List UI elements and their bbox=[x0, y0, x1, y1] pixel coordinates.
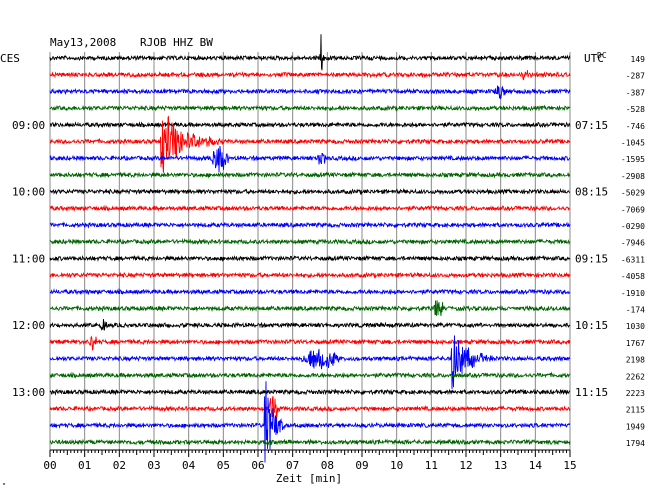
hour-label-right: 07:15 bbox=[575, 119, 608, 132]
dc-offset-value: -4058 bbox=[621, 272, 645, 281]
axis-labels: 00 01 02 03 04 05 06 07 08 09 10 11 12 13 14 15 09:00 10:… bbox=[12, 55, 645, 472]
dc-offset-value: 1767 bbox=[626, 339, 645, 348]
trace-row-8 bbox=[49, 187, 571, 196]
left-timezone-label: CES bbox=[0, 52, 20, 65]
x-tick-label: 09 bbox=[355, 459, 368, 472]
hour-label-left: 13:00 bbox=[12, 386, 45, 399]
dc-offset-value: -287 bbox=[626, 72, 645, 81]
trace-row-15 bbox=[49, 300, 571, 317]
corner-mark: " bbox=[2, 482, 6, 490]
plot-title-station: RJOB HHZ BW bbox=[140, 36, 213, 49]
hour-label-left: 09:00 bbox=[12, 119, 45, 132]
dc-offset-value: -6311 bbox=[621, 255, 645, 264]
trace-row-2 bbox=[49, 85, 571, 100]
x-tick-label: 03 bbox=[147, 459, 160, 472]
trace-row-13 bbox=[49, 271, 571, 279]
hour-label-left: 10:00 bbox=[12, 186, 45, 199]
dc-offset-value: 2223 bbox=[626, 389, 645, 398]
trace-row-17 bbox=[49, 335, 571, 351]
dc-offset-value: 1030 bbox=[626, 322, 645, 331]
x-tick-label: 14 bbox=[529, 459, 543, 472]
x-tick-label: 06 bbox=[251, 459, 264, 472]
plot-title-date: May13,2008 bbox=[50, 36, 116, 49]
x-tick-label: 04 bbox=[182, 459, 196, 472]
trace-row-14 bbox=[49, 288, 571, 296]
dc-offset-value: 1949 bbox=[626, 422, 645, 431]
x-tick-label: 15 bbox=[563, 459, 576, 472]
dc-offset-value: -7069 bbox=[621, 205, 645, 214]
x-tick-label: 13 bbox=[494, 459, 507, 472]
trace-row-5 bbox=[49, 115, 571, 173]
trace-row-16 bbox=[49, 318, 571, 331]
hour-label-left: 11:00 bbox=[12, 252, 45, 265]
dc-offset-value: 1794 bbox=[626, 439, 645, 448]
dc-offset-value: 2262 bbox=[626, 372, 645, 381]
trace-row-6 bbox=[49, 145, 571, 173]
dc-offset-value: -528 bbox=[626, 105, 645, 114]
hour-label-right: 10:15 bbox=[575, 319, 608, 332]
dc-offset-value: -387 bbox=[626, 88, 645, 97]
hour-label-right: 09:15 bbox=[575, 252, 608, 265]
dc-offset-value: -1045 bbox=[621, 139, 645, 148]
trace-row-21 bbox=[49, 396, 571, 420]
dc-offset-value: -1595 bbox=[621, 155, 645, 164]
trace-row-12 bbox=[49, 254, 571, 263]
dc-offset-value: -746 bbox=[626, 122, 645, 131]
trace-row-18 bbox=[49, 335, 571, 390]
dc-offset-value: 2115 bbox=[626, 406, 645, 415]
trace-row-3 bbox=[49, 104, 571, 112]
dc-offset-value: 149 bbox=[631, 55, 646, 64]
dc-offset-value: -2908 bbox=[621, 172, 645, 181]
dc-offset-value: -5029 bbox=[621, 189, 645, 198]
dc-offset-value: 2198 bbox=[626, 356, 645, 365]
trace-row-1 bbox=[49, 70, 571, 81]
trace-row-0 bbox=[49, 34, 571, 71]
trace-row-22 bbox=[49, 381, 570, 463]
dc-offset-header: DC bbox=[597, 51, 607, 60]
time-grid bbox=[49, 52, 571, 457]
x-tick-label: 10 bbox=[390, 459, 403, 472]
trace-row-20 bbox=[49, 388, 571, 396]
x-tick-label: 05 bbox=[217, 459, 230, 472]
dc-offset-value: -7946 bbox=[621, 239, 645, 248]
dc-offset-value: -174 bbox=[626, 306, 645, 315]
x-tick-label: 07 bbox=[286, 459, 299, 472]
hour-label-left: 12:00 bbox=[12, 319, 45, 332]
trace-row-10 bbox=[49, 221, 571, 229]
dc-offset-value: -1910 bbox=[621, 289, 645, 298]
trace-row-4 bbox=[49, 121, 571, 129]
trace-row-7 bbox=[49, 171, 571, 179]
x-tick-label: 11 bbox=[425, 459, 438, 472]
x-tick-label: 00 bbox=[43, 459, 56, 472]
x-tick-label: 12 bbox=[459, 459, 472, 472]
dc-offset-value: -0290 bbox=[621, 222, 645, 231]
hour-label-right: 11:15 bbox=[575, 386, 608, 399]
x-tick-label: 02 bbox=[113, 459, 126, 472]
trace-row-23 bbox=[49, 438, 571, 446]
seismic-traces bbox=[49, 34, 571, 463]
trace-row-9 bbox=[49, 204, 571, 212]
hour-label-right: 08:15 bbox=[575, 186, 608, 199]
x-tick-label: 01 bbox=[78, 459, 91, 472]
trace-row-11 bbox=[49, 238, 571, 246]
right-timezone-label: UTC bbox=[584, 52, 604, 65]
x-axis-label: Zeit [min] bbox=[276, 472, 342, 485]
trace-row-19 bbox=[49, 371, 571, 379]
x-tick-label: 08 bbox=[321, 459, 334, 472]
